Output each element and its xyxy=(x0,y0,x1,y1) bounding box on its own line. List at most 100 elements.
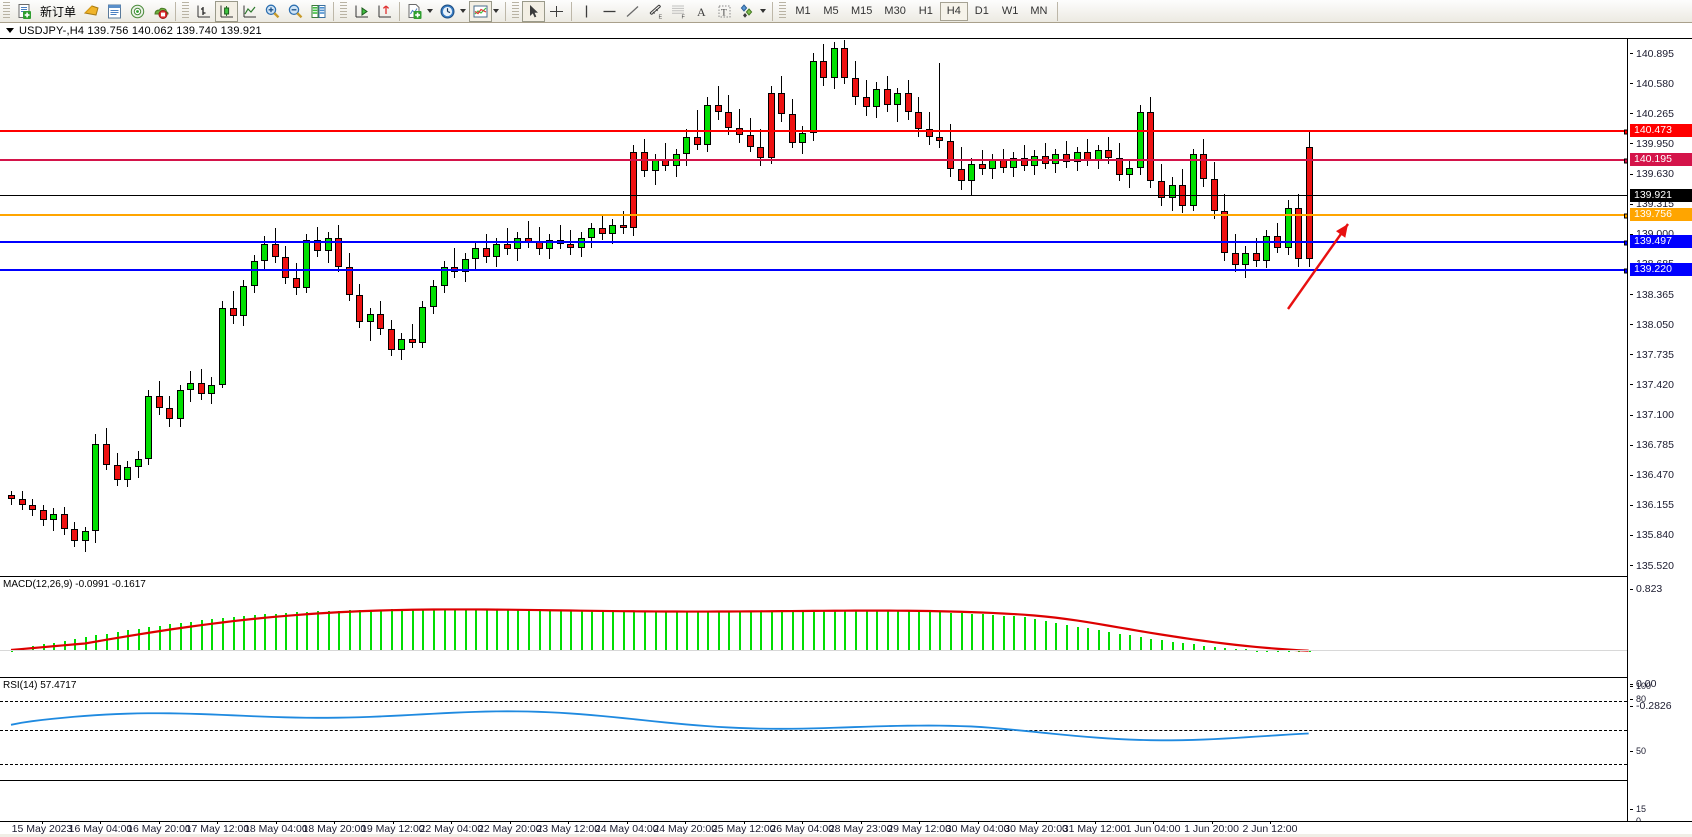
period-dropdown-icon[interactable] xyxy=(460,9,467,13)
candlestick xyxy=(1147,97,1155,189)
toolbar-grip-5[interactable] xyxy=(779,2,787,20)
candlestick xyxy=(176,384,184,427)
new-order-icon[interactable] xyxy=(13,1,36,22)
price-label-resistance-2[interactable]: 140.473 xyxy=(1630,124,1692,137)
equidistant-channel-icon[interactable]: E xyxy=(644,1,667,22)
price-label-resistance-1[interactable]: 140.195 xyxy=(1630,153,1692,166)
macd-histogram-bar xyxy=(654,611,657,650)
candlestick xyxy=(166,396,174,427)
chart-plot-area[interactable]: MACD(12,26,9) -0.0991 -0.1617 RSI(14) 57… xyxy=(0,39,1627,821)
candlestick xyxy=(883,76,891,113)
price-line-resistance-1[interactable] xyxy=(0,158,1627,164)
trendline-icon[interactable] xyxy=(621,1,644,22)
price-line-handle[interactable] xyxy=(1624,240,1627,246)
fibonacci-icon[interactable]: F xyxy=(667,1,690,22)
tile-windows-icon[interactable] xyxy=(307,1,330,22)
auto-scroll-icon[interactable] xyxy=(373,1,396,22)
price-label-open-price[interactable]: 139.756 xyxy=(1630,208,1692,221)
price-line-resistance-2[interactable] xyxy=(0,129,1627,135)
macd-histogram-bar xyxy=(338,610,341,650)
candlestick xyxy=(451,247,459,278)
rsi-axis-tick: 15 xyxy=(1630,803,1692,815)
new-chart-dropdown-icon[interactable] xyxy=(427,9,434,13)
price-line-support-1[interactable] xyxy=(0,240,1627,246)
time-axis-label: 22 May 20:00 xyxy=(477,823,542,835)
candlestick-chart-icon[interactable] xyxy=(215,0,239,22)
timeframe-w1[interactable]: W1 xyxy=(1001,5,1019,17)
timeframe-m30[interactable]: M30 xyxy=(884,5,906,17)
macd-histogram-bar xyxy=(1287,650,1290,652)
macd-histogram-bar xyxy=(243,616,246,650)
time-axis-label: 15 May 2023 xyxy=(11,823,73,835)
price-label-support-1[interactable]: 139.497 xyxy=(1630,235,1692,248)
macd-histogram-bar xyxy=(749,611,752,650)
price-line-support-2[interactable] xyxy=(0,268,1627,274)
time-axis-label: 28 May 23:00 xyxy=(828,823,893,835)
macd-histogram-bar xyxy=(644,611,646,650)
chart-menu-triangle-icon[interactable] xyxy=(6,28,14,33)
candlestick xyxy=(187,371,195,402)
new-chart-icon[interactable] xyxy=(403,1,426,22)
toolbar-grip[interactable] xyxy=(3,2,10,20)
price-line-handle[interactable] xyxy=(1624,213,1627,219)
timeframe-h1[interactable]: H1 xyxy=(918,5,933,17)
toolbar-grip-2[interactable] xyxy=(182,2,190,20)
rsi-pane[interactable]: RSI(14) 57.4717 xyxy=(0,679,1627,781)
crosshair-icon[interactable] xyxy=(545,1,568,22)
price-label-support-2[interactable]: 139.220 xyxy=(1630,263,1692,276)
candlestick xyxy=(1031,150,1039,176)
navigator-icon[interactable] xyxy=(126,1,149,22)
toolbar-separator-2 xyxy=(333,1,335,21)
price-line-handle[interactable] xyxy=(1624,129,1627,135)
candlestick xyxy=(904,79,912,120)
price-line-handle[interactable] xyxy=(1624,158,1627,164)
text-icon[interactable]: A xyxy=(690,1,713,22)
indicators-dropdown-icon[interactable] xyxy=(493,9,500,13)
time-axis-tick xyxy=(1036,821,1038,824)
zoom-in-icon[interactable] xyxy=(261,1,284,22)
time-axis[interactable]: 15 May 2023 16 May 04:00 16 May 20:00 17 Ma… xyxy=(0,821,1692,837)
macd-pane[interactable]: MACD(12,26,9) -0.0991 -0.1617 xyxy=(0,578,1627,678)
new-order-label[interactable]: 新订单 xyxy=(40,4,77,19)
line-chart-icon[interactable] xyxy=(238,1,261,22)
horizontal-line-icon[interactable] xyxy=(598,1,621,22)
macd-histogram-bar xyxy=(517,610,520,650)
timeframe-h4[interactable]: H4 xyxy=(939,1,968,21)
macd-histogram-bar xyxy=(886,610,889,650)
price-line-open-price[interactable] xyxy=(0,213,1627,219)
candlestick xyxy=(714,85,722,120)
zoom-out-icon[interactable] xyxy=(284,1,307,22)
macd-histogram-bar xyxy=(949,612,952,650)
timeframe-m15[interactable]: M15 xyxy=(851,5,873,17)
candlestick xyxy=(208,377,216,404)
rsi-line xyxy=(10,710,1309,742)
toolbar-grip-3[interactable] xyxy=(340,2,348,20)
symbol-info-bar[interactable]: USDJPY-,H4 139.756 140.062 139.740 139.9… xyxy=(0,23,1692,39)
vertical-line-icon[interactable] xyxy=(575,1,598,22)
timeframe-mn[interactable]: MN xyxy=(1030,5,1048,17)
shift-end-icon[interactable] xyxy=(350,1,373,22)
price-label-last-price[interactable]: 139.921 xyxy=(1630,189,1692,202)
text-label-icon[interactable]: T xyxy=(713,1,736,22)
timeframe-m1[interactable]: M1 xyxy=(795,5,811,17)
expert-advisor-icon[interactable] xyxy=(80,1,103,22)
indicators-icon[interactable] xyxy=(469,0,493,22)
price-axis-tick: 137.100 xyxy=(1630,409,1692,421)
data-window-icon[interactable] xyxy=(103,1,126,22)
price-line-last-price[interactable] xyxy=(0,195,1627,196)
price-pane[interactable] xyxy=(0,39,1627,577)
shapes-icon[interactable] xyxy=(736,1,759,22)
price-axis[interactable]: 140.895 140.580 140.265 139.950 139.630 139.3… xyxy=(1627,39,1692,826)
price-line-handle[interactable] xyxy=(1624,268,1627,274)
cursor-icon[interactable] xyxy=(522,0,546,22)
shapes-dropdown-icon[interactable] xyxy=(760,9,767,13)
rsi-axis-tick: 100 xyxy=(1630,680,1692,692)
autotrade-icon[interactable] xyxy=(149,1,172,22)
timeframe-d1[interactable]: D1 xyxy=(974,5,989,17)
timeframe-m5[interactable]: M5 xyxy=(823,5,839,17)
period-icon[interactable] xyxy=(436,1,459,22)
bar-chart-icon[interactable] xyxy=(192,1,215,22)
candlestick xyxy=(250,255,258,294)
toolbar-grip-4[interactable] xyxy=(512,2,520,20)
candlestick xyxy=(134,451,142,478)
